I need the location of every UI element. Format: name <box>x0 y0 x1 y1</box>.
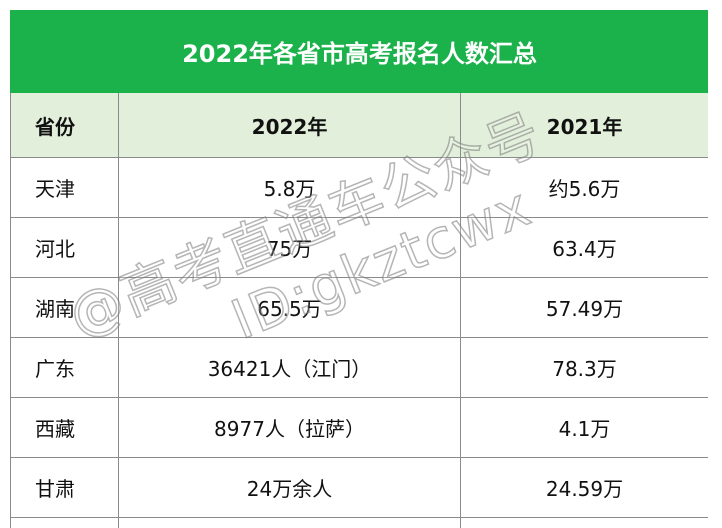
table-cell: 24.59万 <box>459 457 708 518</box>
table-row: 甘肃 24万余人 24.59万 <box>10 457 708 518</box>
table-cell: 24万余人 <box>118 457 461 518</box>
title-row: 2022年各省市高考报名人数汇总 <box>10 10 708 93</box>
header-cell: 2022年 <box>118 92 461 158</box>
blank-cell <box>10 517 119 528</box>
table-cell: 广东 <box>10 337 119 398</box>
table-cell: 57.49万 <box>459 277 708 338</box>
table-wrap: 2022年各省市高考报名人数汇总 省份 2022年 2021年 天津 5.8万 约5.6万… <box>10 10 708 528</box>
table-cell: 西藏 <box>10 397 119 458</box>
table-cell: 5.8万 <box>118 157 461 218</box>
table-row: 广东 36421人（江门） 78.3万 <box>10 337 708 398</box>
table-row: 湖南 65.5万 57.49万 <box>10 277 708 338</box>
blank-cell <box>118 517 461 528</box>
header-row: 省份 2022年 2021年 <box>10 92 708 158</box>
header-cell: 2021年 <box>459 92 708 158</box>
table-cell: 甘肃 <box>10 457 119 518</box>
table-cell: 8977人（拉萨） <box>118 397 461 458</box>
table-row: 西藏 8977人（拉萨） 4.1万 <box>10 397 708 458</box>
table-row: 河北 75万 63.4万 <box>10 217 708 278</box>
table-cell: 36421人（江门） <box>118 337 461 398</box>
table-cell: 78.3万 <box>459 337 708 398</box>
blank-row <box>10 517 708 528</box>
table-row: 天津 5.8万 约5.6万 <box>10 157 708 218</box>
table: 2022年各省市高考报名人数汇总 省份 2022年 2021年 天津 5.8万 约5.6万… <box>10 10 708 528</box>
table-cell: 天津 <box>10 157 119 218</box>
table-cell: 65.5万 <box>118 277 461 338</box>
table-cell: 4.1万 <box>459 397 708 458</box>
header-cell: 省份 <box>10 92 119 158</box>
blank-cell <box>459 517 708 528</box>
table-cell: 63.4万 <box>459 217 708 278</box>
table-cell: 湖南 <box>10 277 119 338</box>
table-cell: 75万 <box>118 217 461 278</box>
table-cell: 河北 <box>10 217 119 278</box>
table-title: 2022年各省市高考报名人数汇总 <box>10 10 708 93</box>
table-cell: 约5.6万 <box>459 157 708 218</box>
table-body: 2022年各省市高考报名人数汇总 省份 2022年 2021年 天津 5.8万 约5.6万… <box>10 10 708 528</box>
